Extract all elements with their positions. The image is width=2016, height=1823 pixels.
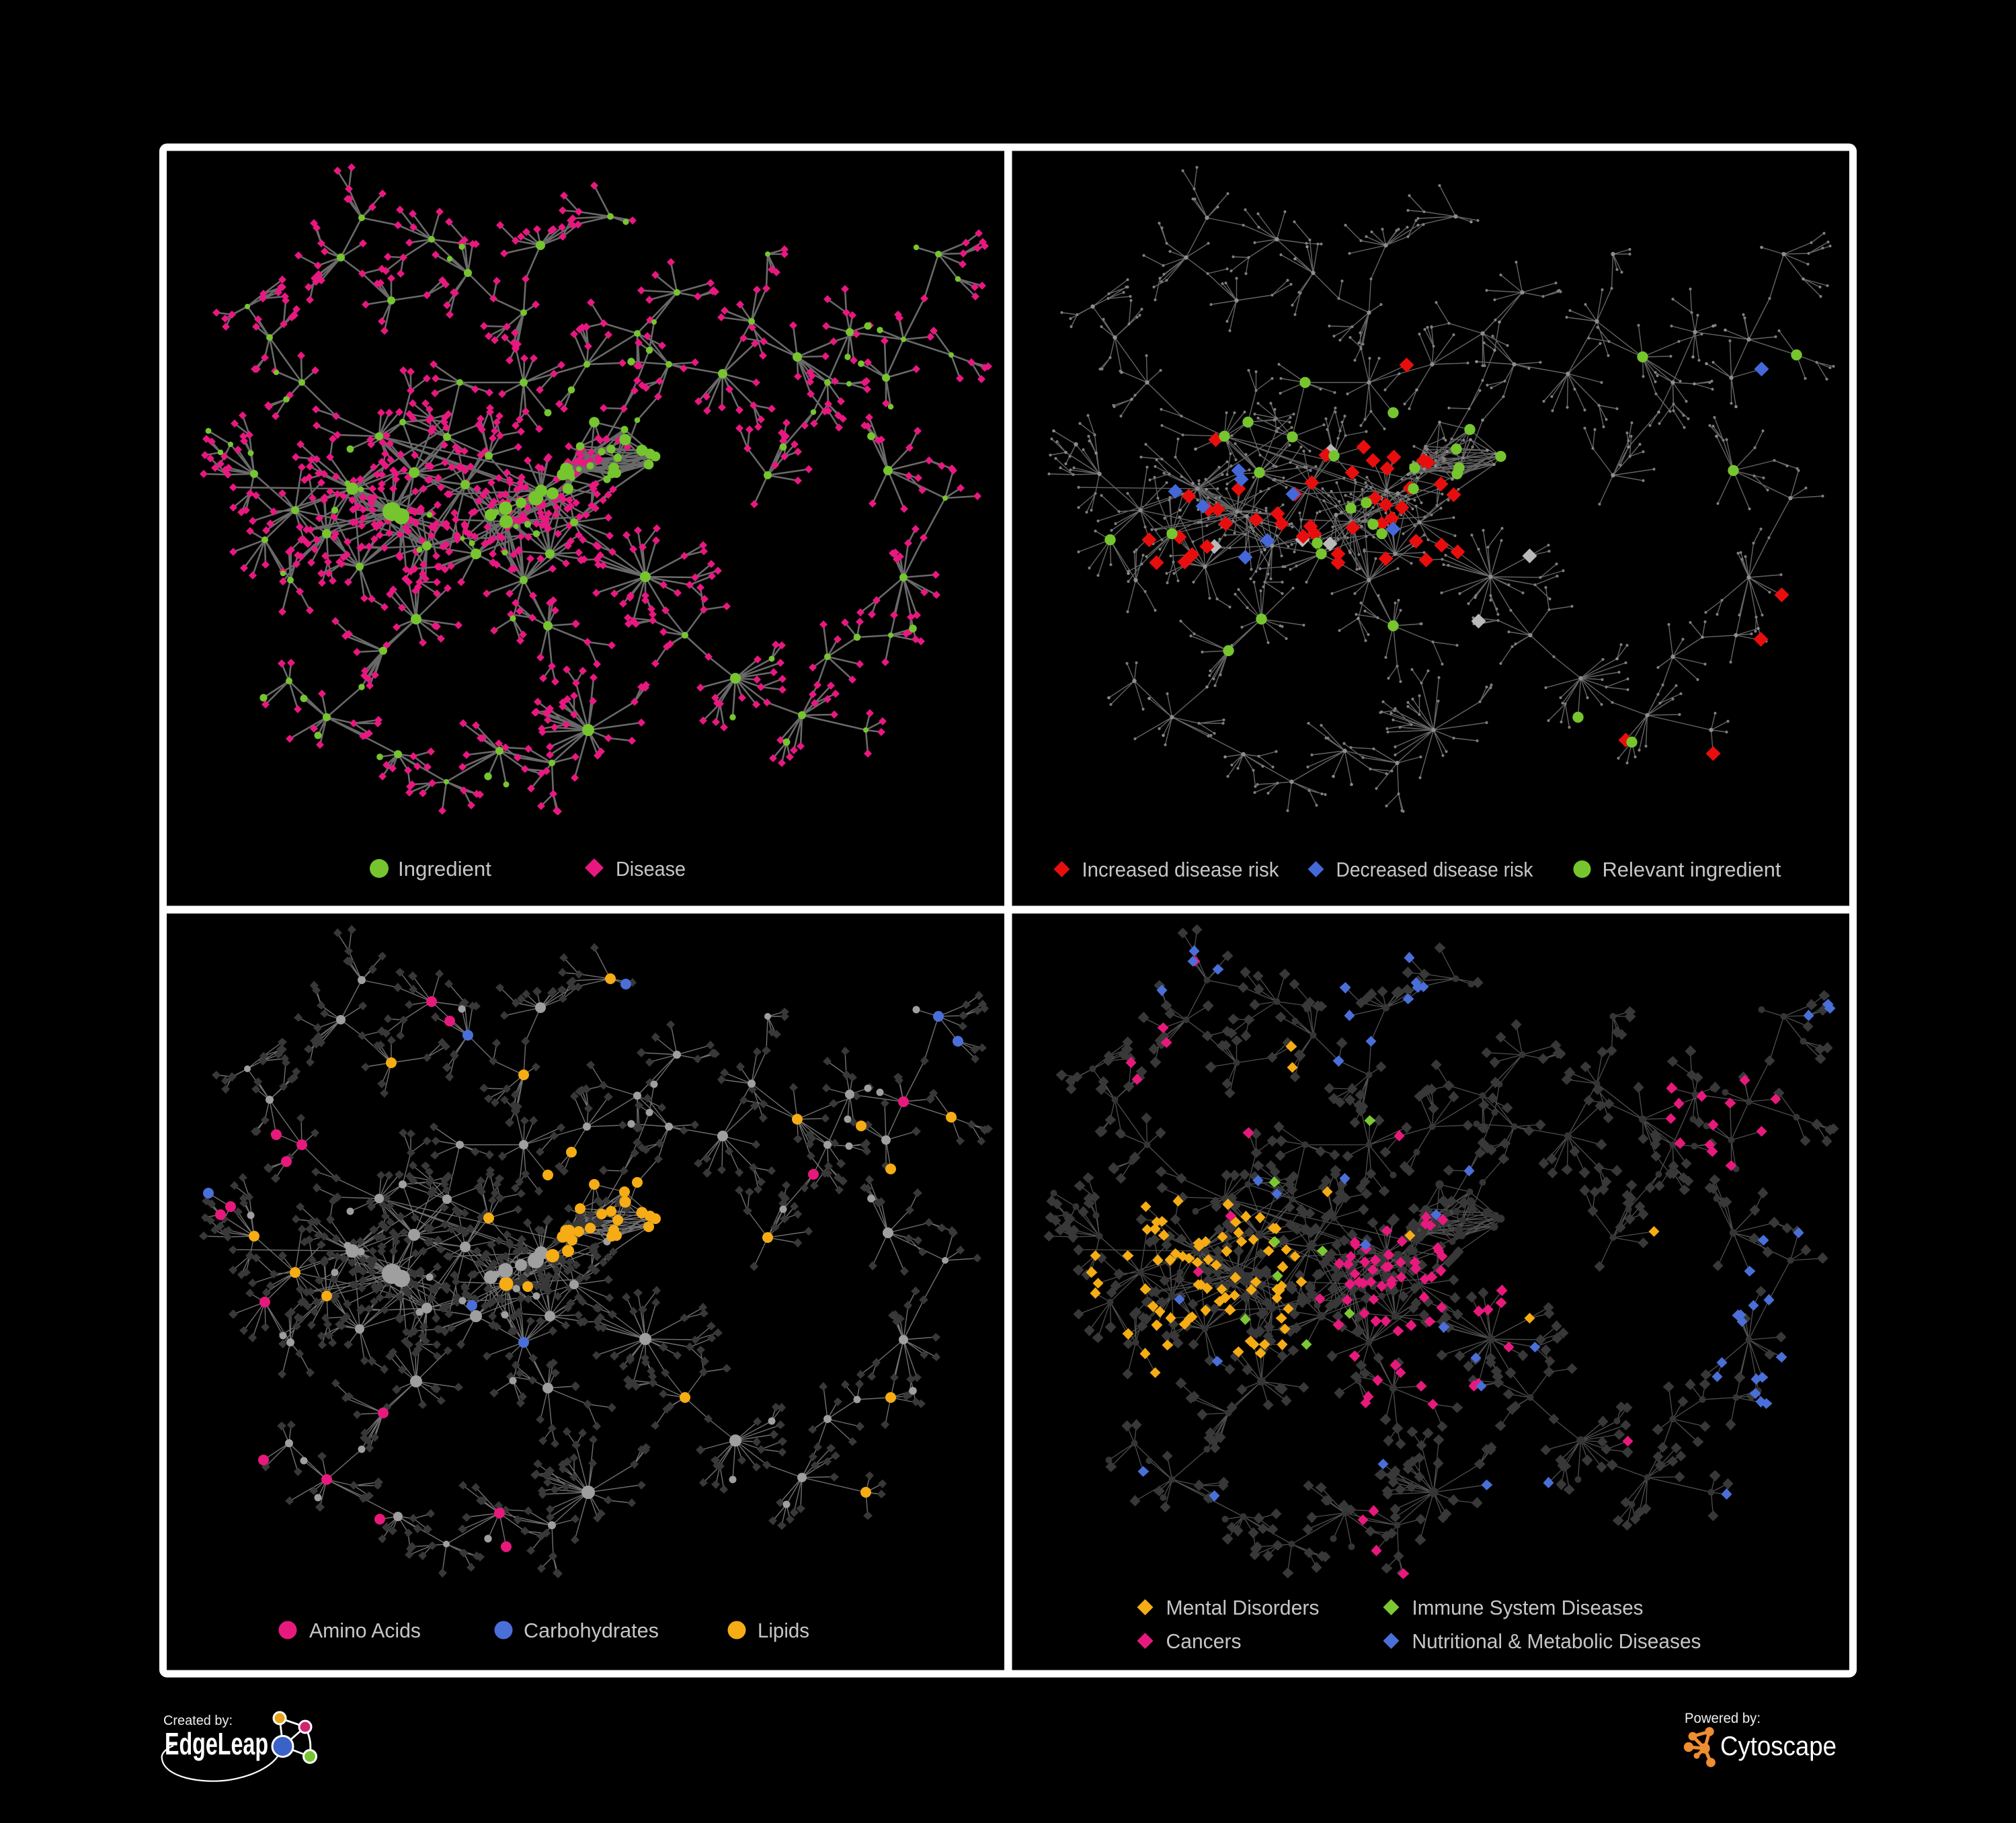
svg-text:Increased disease risk: Increased disease risk [1082, 858, 1279, 881]
svg-text:Amino Acids: Amino Acids [309, 1619, 421, 1642]
svg-text:Cancers: Cancers [1166, 1629, 1242, 1653]
svg-text:Decreased disease risk: Decreased disease risk [1336, 858, 1533, 881]
svg-text:Disease: Disease [616, 857, 686, 881]
svg-text:Ingredient: Ingredient [398, 857, 491, 881]
svg-text:Mental Disorders: Mental Disorders [1166, 1596, 1320, 1619]
svg-text:Powered by:: Powered by: [1685, 1711, 1761, 1726]
svg-text:EdgeLeap: EdgeLeap [165, 1726, 268, 1761]
svg-text:Relevant ingredient: Relevant ingredient [1603, 858, 1781, 881]
svg-text:Created by:: Created by: [163, 1713, 233, 1728]
svg-text:Immune System Diseases: Immune System Diseases [1412, 1596, 1644, 1619]
svg-text:Carbohydrates: Carbohydrates [524, 1619, 659, 1642]
svg-text:Lipids: Lipids [758, 1619, 809, 1642]
svg-text:Cytoscape: Cytoscape [1720, 1732, 1837, 1761]
svg-text:Nutritional & Metabolic Diseas: Nutritional & Metabolic Diseases [1412, 1629, 1701, 1653]
